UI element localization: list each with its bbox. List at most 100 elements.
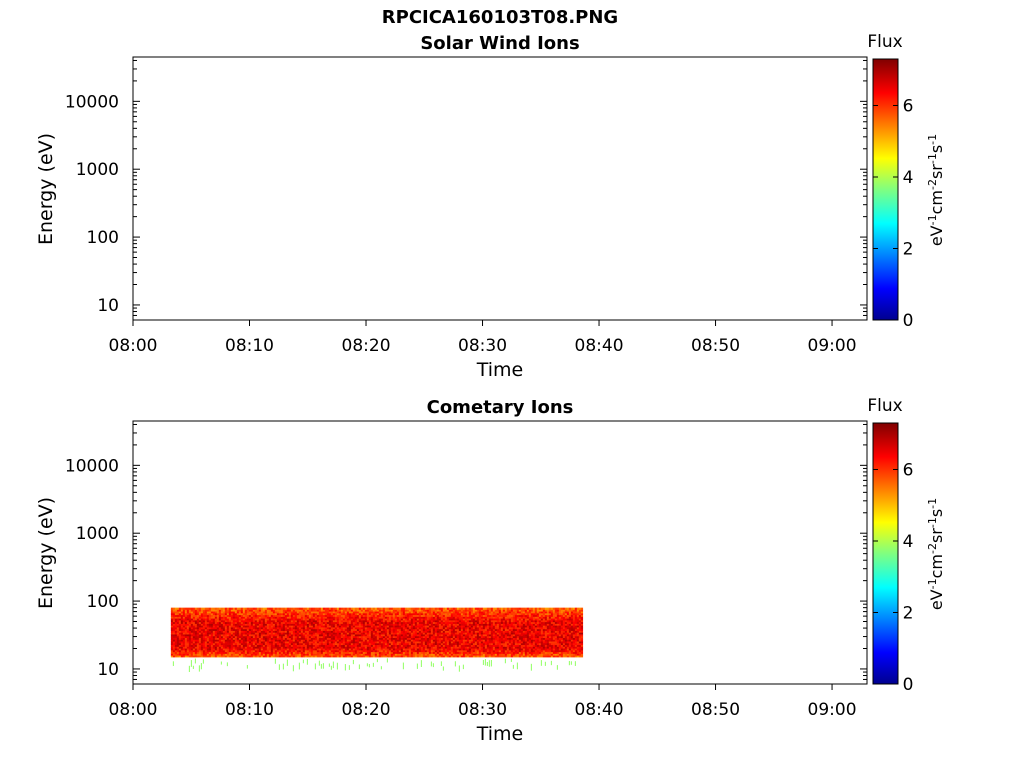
heatmap-cell — [200, 627, 204, 630]
heatmap-cell — [256, 655, 260, 658]
heatmap-cell — [318, 632, 322, 635]
heatmap-cell — [248, 637, 252, 640]
heatmap-cell — [384, 621, 388, 624]
heatmap-cell — [248, 612, 252, 616]
heatmap-cell — [464, 616, 468, 619]
heatmap-cell — [170, 634, 174, 637]
heatmap-cell — [454, 649, 458, 653]
heatmap-cell — [248, 651, 252, 654]
heatmap-cell — [480, 611, 484, 614]
heatmap-cell — [238, 649, 242, 653]
heatmap-cell — [444, 641, 448, 644]
heatmap-cell — [212, 614, 216, 617]
heatmap-cell — [308, 646, 312, 649]
heatmap-cell — [216, 649, 220, 653]
heatmap-cell — [348, 642, 352, 646]
heatmap-cell — [322, 637, 326, 640]
heatmap-cell — [316, 649, 320, 653]
heatmap-cell — [264, 634, 268, 637]
heatmap-cell — [438, 625, 442, 628]
heatmap-cell — [282, 648, 286, 651]
heatmap-cell — [234, 619, 238, 623]
heatmap-cell — [278, 649, 282, 653]
heatmap-cell — [212, 637, 216, 640]
heatmap-cell — [404, 641, 408, 644]
heatmap-cell — [484, 637, 488, 640]
heatmap-cell — [288, 607, 292, 610]
heatmap-cell — [350, 621, 354, 624]
heatmap-cell — [232, 625, 236, 628]
heatmap-cell — [204, 649, 208, 653]
heatmap-cell — [418, 618, 422, 621]
heatmap-cell — [266, 635, 270, 639]
heatmap-cell — [488, 637, 492, 640]
heatmap-cell — [380, 651, 384, 654]
heatmap-cell — [200, 632, 204, 635]
heatmap-cell — [216, 651, 220, 654]
heatmap-cell — [280, 646, 284, 649]
heatmap-cell — [234, 637, 238, 640]
heatmap-cell — [180, 628, 184, 631]
heatmap-cell — [438, 639, 442, 642]
heatmap-cell — [296, 646, 300, 649]
heatmap-cell — [224, 641, 228, 644]
heatmap-cell — [310, 614, 314, 617]
heatmap-cell — [384, 627, 388, 630]
heatmap-cell — [204, 614, 208, 617]
heatmap-cell — [234, 623, 238, 626]
heatmap-cell — [430, 639, 434, 642]
heatmap-cell — [392, 619, 396, 623]
heatmap-cell — [500, 653, 504, 656]
heatmap-cell — [278, 616, 282, 619]
heatmap-cell — [222, 609, 226, 612]
heatmap-cell — [368, 621, 372, 624]
heatmap-cell — [486, 642, 490, 646]
heatmap-cell — [308, 627, 312, 630]
heatmap-cell — [442, 632, 446, 635]
heatmap-cell — [326, 649, 330, 653]
heatmap-cell — [212, 634, 216, 637]
heatmap-cell — [486, 609, 490, 612]
heatmap-cell — [252, 627, 256, 630]
heatmap-cell — [206, 646, 210, 649]
heatmap-cell — [470, 655, 474, 658]
heatmap-cell — [290, 635, 294, 639]
heatmap-cell — [384, 635, 388, 639]
heatmap-cell — [284, 637, 288, 640]
heatmap-cell — [294, 625, 298, 628]
heatmap-cell — [392, 639, 396, 642]
heatmap-cell — [386, 616, 390, 619]
heatmap-cell — [378, 630, 382, 633]
heatmap-cell — [178, 655, 182, 658]
heatmap-cell — [402, 623, 406, 626]
heatmap-cell — [244, 634, 248, 637]
heatmap-cell — [216, 611, 220, 614]
heatmap-cell — [396, 644, 400, 647]
heatmap-cell — [178, 616, 182, 619]
heatmap-cell — [272, 646, 276, 649]
heatmap-cell — [376, 653, 380, 656]
heatmap-cell — [286, 618, 290, 621]
heatmap-cell — [254, 607, 258, 610]
heatmap-cell — [312, 642, 316, 646]
heatmap-cell — [260, 648, 264, 651]
heatmap-cell — [434, 630, 438, 633]
heatmap-cell — [262, 635, 266, 639]
heatmap-cell — [278, 653, 282, 656]
heatmap-cell — [198, 618, 202, 621]
heatmap-cell — [480, 655, 484, 658]
heatmap-cell — [350, 627, 354, 630]
heatmap-cell — [266, 639, 270, 642]
heatmap-cell — [170, 653, 174, 656]
heatmap-cell — [376, 614, 380, 617]
heatmap-cell — [316, 644, 320, 647]
heatmap-cell — [302, 651, 306, 654]
heatmap-cell — [276, 651, 280, 654]
heatmap-cell — [508, 646, 512, 649]
heatmap-cell — [228, 644, 232, 647]
heatmap-cell — [318, 641, 322, 644]
heatmap-cell — [280, 642, 284, 646]
heatmap-cell — [404, 653, 408, 656]
heatmap-cell — [294, 627, 298, 630]
heatmap-cell — [266, 641, 270, 644]
